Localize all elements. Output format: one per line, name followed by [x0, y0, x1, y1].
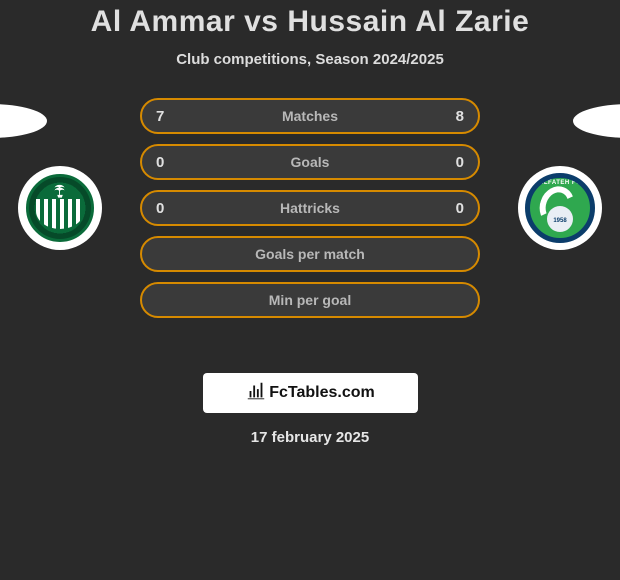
stat-label: Min per goal	[142, 292, 478, 308]
stat-left-value: 0	[156, 200, 164, 217]
crest-stripes	[36, 199, 84, 229]
stat-row-goals: 0 Goals 0	[140, 144, 480, 180]
page-title: Al Ammar vs Hussain Al Zarie	[0, 5, 620, 39]
branding-badge[interactable]: FcTables.com	[203, 373, 418, 413]
stat-left-value: 7	[156, 108, 164, 125]
comparison-body: ALFATEH FC 1958 7 Matches 8 0 Goals 0 0 …	[0, 98, 620, 358]
player-1-name: Al Ammar	[91, 5, 236, 38]
stat-row-goals-per-match: Goals per match	[140, 236, 480, 272]
stat-label: Hattricks	[142, 200, 478, 216]
player-1-photo-placeholder	[0, 104, 47, 138]
title-vs: vs	[244, 5, 278, 38]
player-2-club-badge: ALFATEH FC 1958	[518, 166, 602, 250]
stat-row-matches: 7 Matches 8	[140, 98, 480, 134]
stat-row-hattricks: 0 Hattricks 0	[140, 190, 480, 226]
branding-text: FcTables.com	[269, 384, 375, 402]
crest-year: 1958	[530, 218, 590, 224]
left-player-column	[0, 98, 120, 250]
subtitle: Club competitions, Season 2024/2025	[0, 51, 620, 68]
stat-row-min-per-goal: Min per goal	[140, 282, 480, 318]
stat-label: Goals	[142, 154, 478, 170]
club-crest-left	[26, 174, 94, 242]
stat-right-value: 8	[456, 108, 464, 125]
player-2-photo-placeholder	[573, 104, 620, 138]
player-1-club-badge	[18, 166, 102, 250]
bar-chart-icon	[245, 380, 267, 407]
stat-label: Matches	[142, 108, 478, 124]
club-crest-right: ALFATEH FC 1958	[525, 173, 595, 243]
crest-right-text: ALFATEH FC	[530, 180, 590, 186]
stats-list: 7 Matches 8 0 Goals 0 0 Hattricks 0 Goal…	[140, 98, 480, 328]
stat-right-value: 0	[456, 154, 464, 171]
right-player-column: ALFATEH FC 1958	[500, 98, 620, 250]
player-2-name: Hussain Al Zarie	[287, 5, 529, 38]
stat-label: Goals per match	[142, 246, 478, 262]
date-label: 17 february 2025	[0, 429, 620, 446]
stat-right-value: 0	[456, 200, 464, 217]
comparison-card: Al Ammar vs Hussain Al Zarie Club compet…	[0, 0, 620, 446]
stat-left-value: 0	[156, 154, 164, 171]
